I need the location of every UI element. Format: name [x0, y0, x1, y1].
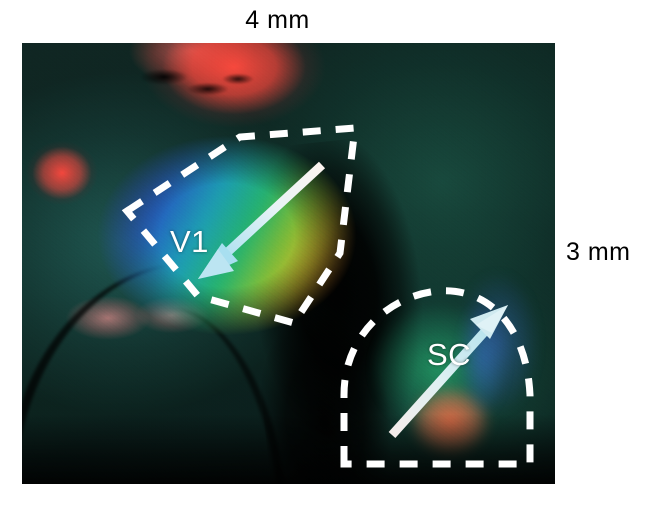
v1-roi-outline: [121, 124, 359, 328]
sc-direction-arrow: [388, 305, 508, 439]
horizontal-scale-label: 4 mm: [245, 6, 310, 34]
imaging-panel: V1 SC: [22, 43, 555, 484]
roi-overlay: [121, 124, 534, 468]
bottom-dark-band: [22, 414, 555, 484]
v1-direction-arrow: [198, 161, 326, 279]
speckle-noise-overlay: [22, 43, 555, 484]
blood-vessel-top: [142, 63, 262, 111]
vertical-scale-label: 3 mm: [566, 238, 631, 266]
sc-roi-outline: [340, 287, 534, 468]
